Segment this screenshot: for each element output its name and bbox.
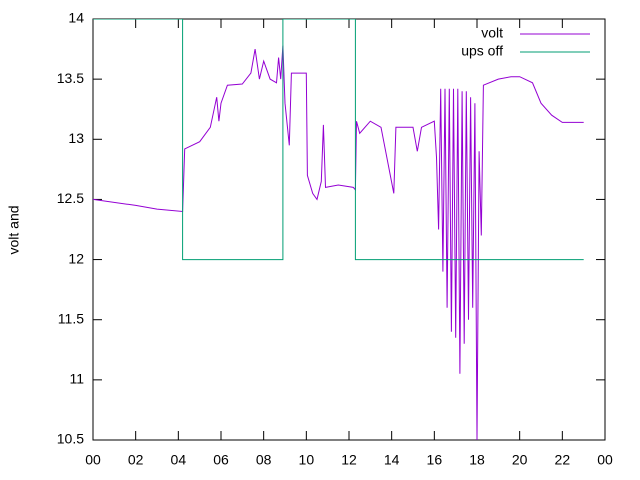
- y-tick-label: 13.5: [57, 70, 84, 86]
- y-tick-label: 12.5: [57, 190, 84, 206]
- x-tick-label: 12: [341, 452, 357, 468]
- y-tick-label: 12: [68, 250, 84, 266]
- x-tick-label: 02: [128, 452, 144, 468]
- plot-area: [93, 19, 584, 440]
- y-tick-label: 13: [68, 130, 84, 146]
- x-tick-label: 08: [256, 452, 272, 468]
- plot-frame: [92, 18, 606, 441]
- y-tick-label: 11: [69, 371, 84, 387]
- x-tick-label: 00: [597, 452, 613, 468]
- x-tick-label: 00: [85, 452, 101, 468]
- x-tick-label: 22: [555, 452, 571, 468]
- y-tick-label: 10.5: [57, 431, 84, 447]
- x-tick-label: 18: [469, 452, 485, 468]
- data-line: [93, 45, 584, 440]
- x-tick-label: 04: [171, 452, 187, 468]
- x-tick-label: 06: [213, 452, 229, 468]
- y-axis-label: volt and: [6, 205, 22, 254]
- x-tick-label: 14: [384, 452, 400, 468]
- x-tick-label: 20: [512, 452, 528, 468]
- legend-label: volt: [481, 25, 503, 41]
- legend-label: ups off: [461, 43, 503, 59]
- y-tick-label: 14: [68, 10, 84, 26]
- x-tick-label: 16: [427, 452, 443, 468]
- x-tick-label: 10: [299, 452, 315, 468]
- data-line: [93, 19, 584, 261]
- y-tick-label: 11.5: [58, 310, 84, 326]
